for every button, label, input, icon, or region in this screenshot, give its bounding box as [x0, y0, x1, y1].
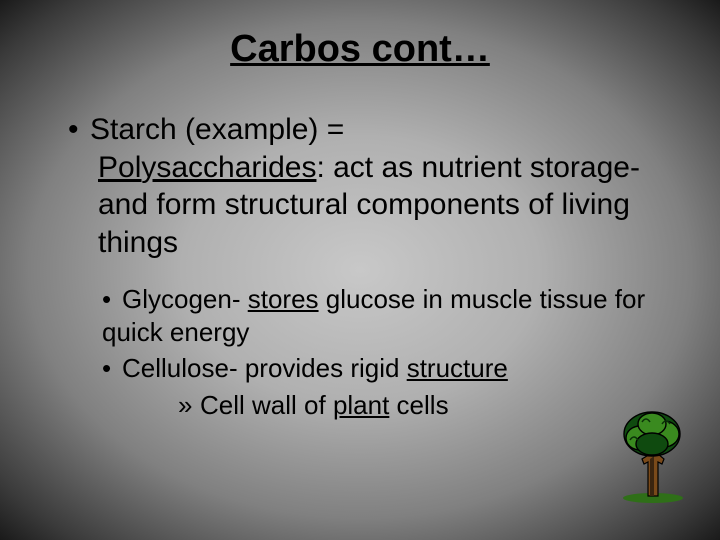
guillemet-icon: » — [178, 389, 200, 422]
bullet-level2-glycogen: •Glycogen- stores glucose in muscle tiss… — [102, 283, 660, 348]
l1-key: Polysaccharides — [98, 151, 316, 184]
slide-body: Carbos cont… •Starch (example) = Polysac… — [0, 0, 720, 540]
l2a-key: stores — [248, 284, 319, 314]
l2b-pre: Cellulose- provides rigid — [122, 353, 407, 383]
bullet-level2-cellulose: •Cellulose- provides rigid structure — [102, 352, 660, 385]
l3-pre: Cell wall of — [200, 390, 333, 420]
l3-key: plant — [333, 390, 389, 420]
l3-post: cells — [389, 390, 448, 420]
bullet-level3: »Cell wall of plant cells — [178, 389, 660, 422]
bullet-dot-icon: • — [68, 111, 90, 149]
l2a-pre: Glycogen- — [122, 284, 248, 314]
tree-icon — [614, 404, 692, 504]
l2b-key: structure — [407, 353, 508, 383]
bullet-level1: •Starch (example) = Polysaccharides: act… — [68, 111, 660, 261]
l1-pre: Starch (example) = — [90, 113, 344, 146]
bullet-dot-icon: • — [102, 283, 122, 316]
bullet-dot-icon: • — [102, 352, 122, 385]
slide-title: Carbos cont… — [60, 28, 660, 71]
